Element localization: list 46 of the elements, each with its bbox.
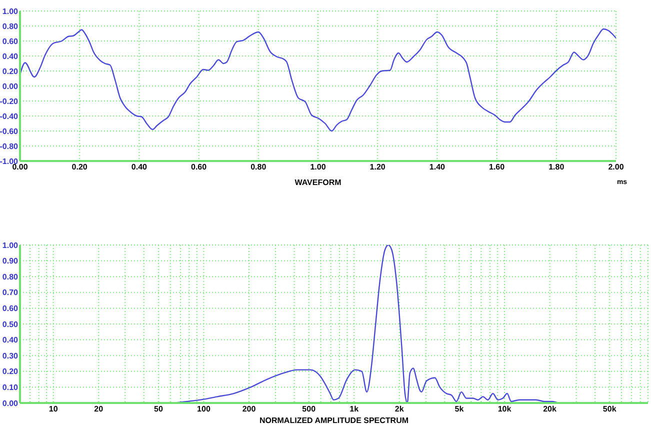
y-tick-label: 1.00 xyxy=(2,6,19,16)
y-tick-label: 0.70 xyxy=(2,288,19,298)
y-tick-label: 0.60 xyxy=(2,304,19,314)
x-tick-label: 1.00 xyxy=(310,162,326,172)
x-tick-label: 1.20 xyxy=(370,162,386,172)
x-tick-label: 1.60 xyxy=(489,162,506,172)
x-tick-label: 0.80 xyxy=(250,162,267,172)
y-tick-label: -0.80 xyxy=(0,142,19,151)
x-tick-label: 1k xyxy=(350,404,360,414)
x-tick-label: 2.00 xyxy=(608,162,624,172)
x-tick-label: 2k xyxy=(394,404,404,414)
x-tick-label: 500 xyxy=(302,404,316,414)
y-tick-label: 0.00 xyxy=(2,82,19,91)
y-tick-label: 0.00 xyxy=(2,398,19,408)
x-tick-label: 50 xyxy=(154,404,164,414)
y-tick-label: 0.40 xyxy=(2,52,19,61)
y-tick-label: 0.60 xyxy=(2,36,19,46)
y-tick-label: 0.40 xyxy=(2,336,19,345)
y-tick-label: 0.90 xyxy=(2,256,19,266)
x-tick-label: 1.80 xyxy=(548,162,565,172)
x-tick-label: 100 xyxy=(197,404,211,414)
x-axis-title: WAVEFORM xyxy=(294,178,342,188)
x-tick-label: 1.40 xyxy=(429,162,446,172)
x-tick-label: 20 xyxy=(94,404,104,414)
line-series xyxy=(20,28,616,132)
y-tick-label: 0.80 xyxy=(2,22,19,31)
y-tick-label: 0.30 xyxy=(2,351,19,360)
y-tick-label: -0.60 xyxy=(0,126,19,136)
x-tick-label: 10 xyxy=(48,404,58,414)
y-tick-label: -0.20 xyxy=(0,96,19,106)
x-tick-label: 200 xyxy=(242,404,256,414)
x-tick-label: 0.20 xyxy=(72,162,88,172)
y-tick-label: 1.00 xyxy=(2,240,19,250)
x-tick-label: 10k xyxy=(498,404,512,414)
x-tick-label: 0.60 xyxy=(191,162,208,172)
y-tick-label: 0.10 xyxy=(2,383,19,392)
x-tick-label: 50k xyxy=(602,404,617,414)
y-tick-label: 0.50 xyxy=(2,320,19,329)
y-tick-label: 0.20 xyxy=(2,66,19,76)
y-tick-label: 0.20 xyxy=(2,367,19,376)
x-tick-label: 0.40 xyxy=(131,162,148,172)
x-tick-label: 20k xyxy=(543,404,557,414)
y-tick-label: -0.40 xyxy=(0,112,19,121)
x-axis-title: NORMALIZED AMPLITUDE SPECTRUM xyxy=(259,416,409,426)
y-tick-label: 0.80 xyxy=(2,272,19,282)
x-tick-label: 5k xyxy=(454,404,464,414)
